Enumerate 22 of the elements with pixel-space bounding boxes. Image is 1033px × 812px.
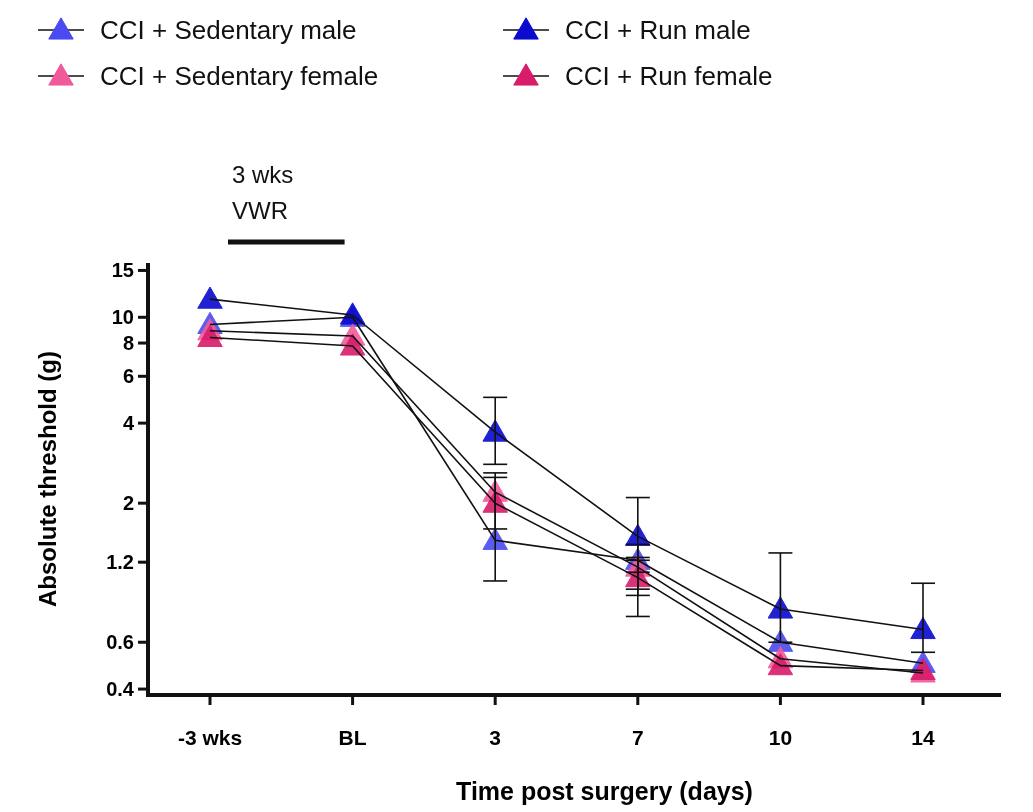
x-tick-label: BL: [338, 726, 367, 749]
y-tick-label: 6: [122, 365, 134, 388]
x-tick-label: 3: [489, 726, 502, 749]
legend-label: CCI + Run female: [565, 61, 773, 91]
y-tick-label: 15: [111, 259, 134, 282]
x-tick-label: 7: [631, 726, 644, 749]
y-tick-label: 10: [111, 306, 134, 329]
y-tick-label: 8: [122, 332, 134, 355]
text: 3 wks VWR: [232, 161, 294, 224]
x-tick-label: 14: [911, 726, 935, 749]
x-axis-title: Time post surgery (days): [456, 777, 753, 805]
y-tick-label: 2: [122, 492, 134, 515]
legend-label: CCI + Sedentary male: [100, 15, 357, 45]
y-tick-label: 1.2: [106, 551, 134, 574]
y-tick-label: 4: [122, 412, 135, 435]
y-tick-label: 0.6: [106, 631, 134, 654]
legend-label: CCI + Sedentary female: [100, 61, 379, 91]
legend-label: CCI + Run male: [565, 15, 751, 45]
y-tick-label: 0.4: [106, 678, 135, 701]
y-axis-title: Absolute threshold (g): [34, 351, 61, 607]
x-tick-label: 10: [768, 726, 793, 749]
x-tick-label: -3 wks: [177, 726, 243, 749]
